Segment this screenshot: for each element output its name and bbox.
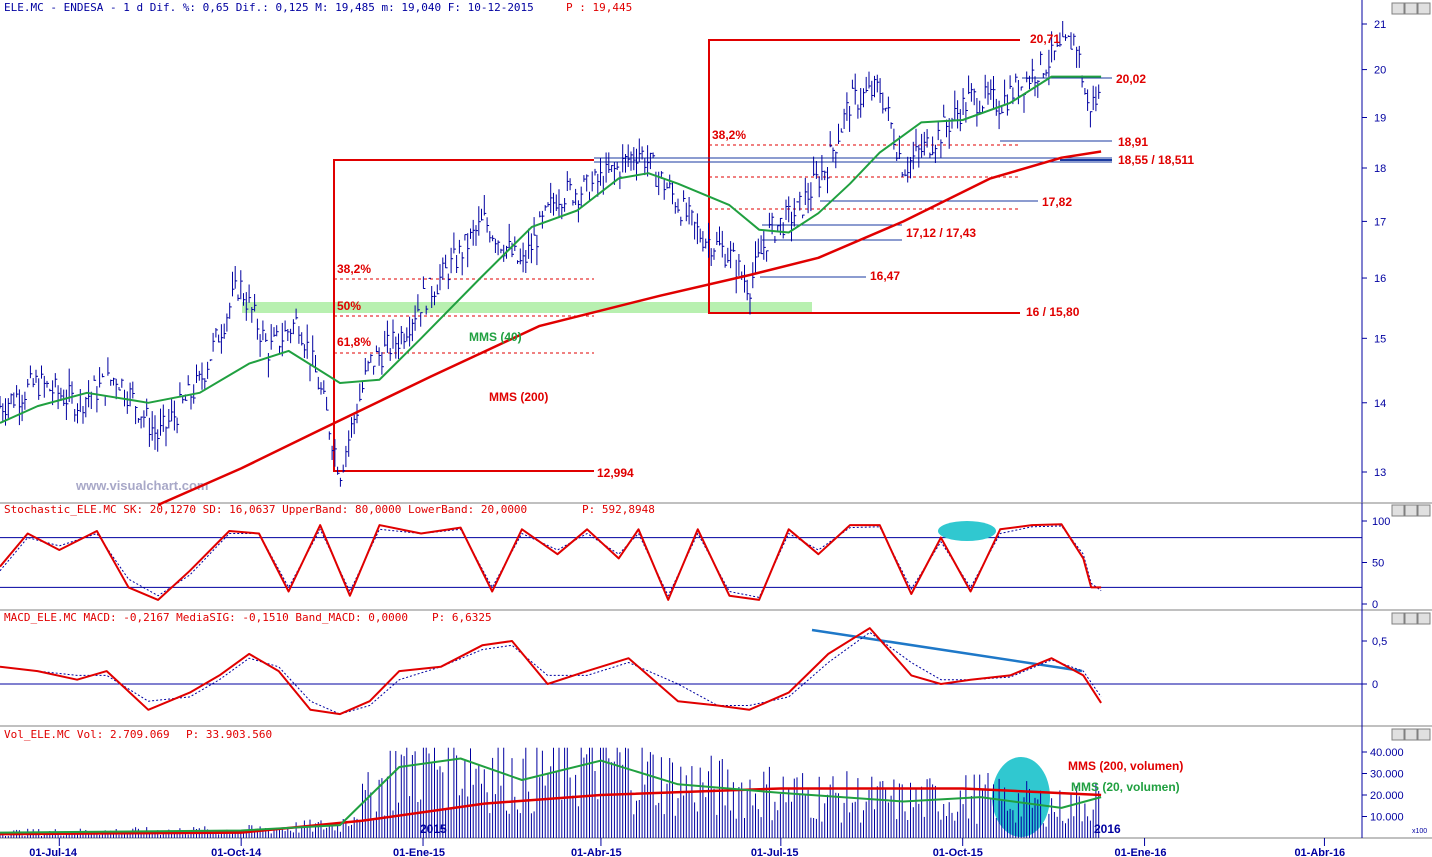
macd-header-p: P: 6,6325 [432, 611, 492, 624]
level-label: 18,91 [1118, 135, 1148, 149]
stoch-axis-label: 50 [1372, 558, 1384, 570]
minimize-icon[interactable] [1391, 728, 1405, 741]
price-header-p: P : 19,445 [566, 1, 632, 14]
price-axis-label: 19 [1374, 112, 1386, 124]
vol-axis-label: 30.000 [1370, 769, 1404, 781]
level-label: 20,02 [1116, 72, 1146, 86]
axes: 13 14 15 16 17 18 19 20 21 0 50 100 0 0,5 10.000 20.000… [29, 19, 1403, 857]
x-axis-label: 01-Abr-15 [571, 847, 622, 857]
legend-vol200: MMS (200, volumen) [1068, 759, 1183, 773]
level-label: 17,12 / 17,43 [906, 226, 976, 240]
vol-header-p: P: 33.903.560 [186, 728, 272, 741]
level-label: 17,82 [1042, 195, 1072, 209]
fib-label: 50% [337, 299, 361, 313]
x-axis-label: 01-Oct-15 [933, 847, 983, 857]
annotation-layer [242, 39, 1112, 472]
vol-sma20-line [0, 757, 1102, 834]
vol-axis-label: 40.000 [1370, 747, 1404, 759]
support-zone [242, 302, 812, 313]
stoch-highlight [938, 521, 996, 541]
price-panel [1361, 0, 1363, 503]
price-axis-label: 13 [1374, 467, 1386, 479]
price-axis-label: 15 [1374, 333, 1386, 345]
sma200-line [157, 150, 1102, 507]
price-axis-label: 17 [1374, 216, 1386, 228]
macd-axis-label: 0,5 [1372, 636, 1387, 648]
vol-axis-label: 10.000 [1370, 812, 1404, 824]
x-axis-label: 01-Ene-16 [1115, 847, 1167, 857]
price-chart [0, 21, 1102, 507]
level-label: 18,55 / 18,511 [1118, 153, 1194, 167]
minimize-icon[interactable] [1391, 504, 1405, 517]
legend-mms40: MMS (40) [469, 330, 522, 344]
year-label: 2016 [1094, 822, 1121, 836]
fib-label: 38,2% [337, 262, 371, 276]
stoch-axis-label: 100 [1372, 516, 1390, 528]
price-axis-label: 14 [1374, 398, 1386, 410]
macd-chart [0, 627, 1362, 716]
price-header: ELE.MC - ENDESA - 1 d Dif. %: 0,65 Dif.:… [4, 1, 534, 14]
vol-axis-label: 20.000 [1370, 790, 1404, 802]
maximize-icon[interactable] [1404, 612, 1418, 625]
price-axis-label: 16 [1374, 273, 1386, 285]
level-label: 12,994 [597, 466, 634, 480]
x-axis-label: 01-Jul-15 [751, 847, 799, 857]
fib-label: 61,8% [337, 335, 371, 349]
level-label: 20,71 [1030, 32, 1060, 46]
close-icon[interactable] [1417, 2, 1431, 15]
level-label: 16 / 15,80 [1026, 305, 1080, 319]
macd-line [0, 627, 1102, 716]
macd-axis-label: 0 [1372, 679, 1378, 691]
stoch-window-controls [1391, 504, 1431, 517]
volume-chart [0, 747, 1102, 838]
stoch-header-p: P: 592,8948 [582, 503, 655, 516]
fib-label: 38,2% [712, 128, 746, 142]
maximize-icon[interactable] [1404, 504, 1418, 517]
maximize-icon[interactable] [1404, 2, 1418, 15]
legend-vol20: MMS (20, volumen) [1071, 780, 1180, 794]
watermark: www.visualchart.com [75, 478, 208, 493]
vol-window-controls [1391, 728, 1431, 741]
sma40-line [0, 75, 1102, 424]
close-icon[interactable] [1417, 728, 1431, 741]
volume-unit-label: x100 [1412, 828, 1427, 835]
vol-header: Vol_ELE.MC Vol: 2.709.069 [4, 728, 170, 741]
x-axis-label: 01-Abr-16 [1294, 847, 1345, 857]
stochastic-chart [0, 521, 1362, 601]
stoch-sk-line [0, 523, 1102, 601]
macd-window-controls [1391, 612, 1431, 625]
stoch-axis-label: 0 [1372, 599, 1378, 611]
legend-mms200: MMS (200) [489, 390, 548, 404]
x-axis-label: 01-Ene-15 [393, 847, 445, 857]
macd-header: MACD_ELE.MC MACD: -0,2167 MediaSIG: -0,1… [4, 611, 408, 624]
price-axis-label: 21 [1374, 19, 1386, 31]
macd-trendline [811, 628, 1083, 673]
x-axis-label: 01-Oct-14 [211, 847, 262, 857]
stoch-header: Stochastic_ELE.MC SK: 20,1270 SD: 16,063… [4, 503, 527, 516]
close-icon[interactable] [1417, 612, 1431, 625]
close-icon[interactable] [1417, 504, 1431, 517]
minimize-icon[interactable] [1391, 2, 1405, 15]
price-axis-label: 18 [1374, 163, 1386, 175]
x-axis-label: 01-Jul-14 [29, 847, 78, 857]
maximize-icon[interactable] [1404, 728, 1418, 741]
price-axis-label: 20 [1374, 65, 1386, 77]
price-window-controls [1391, 2, 1431, 15]
stoch-sd-line [0, 525, 1102, 598]
level-label: 16,47 [870, 269, 900, 283]
minimize-icon[interactable] [1391, 612, 1405, 625]
vol-sma200-line [0, 787, 1102, 836]
year-label: 2015 [420, 822, 447, 836]
